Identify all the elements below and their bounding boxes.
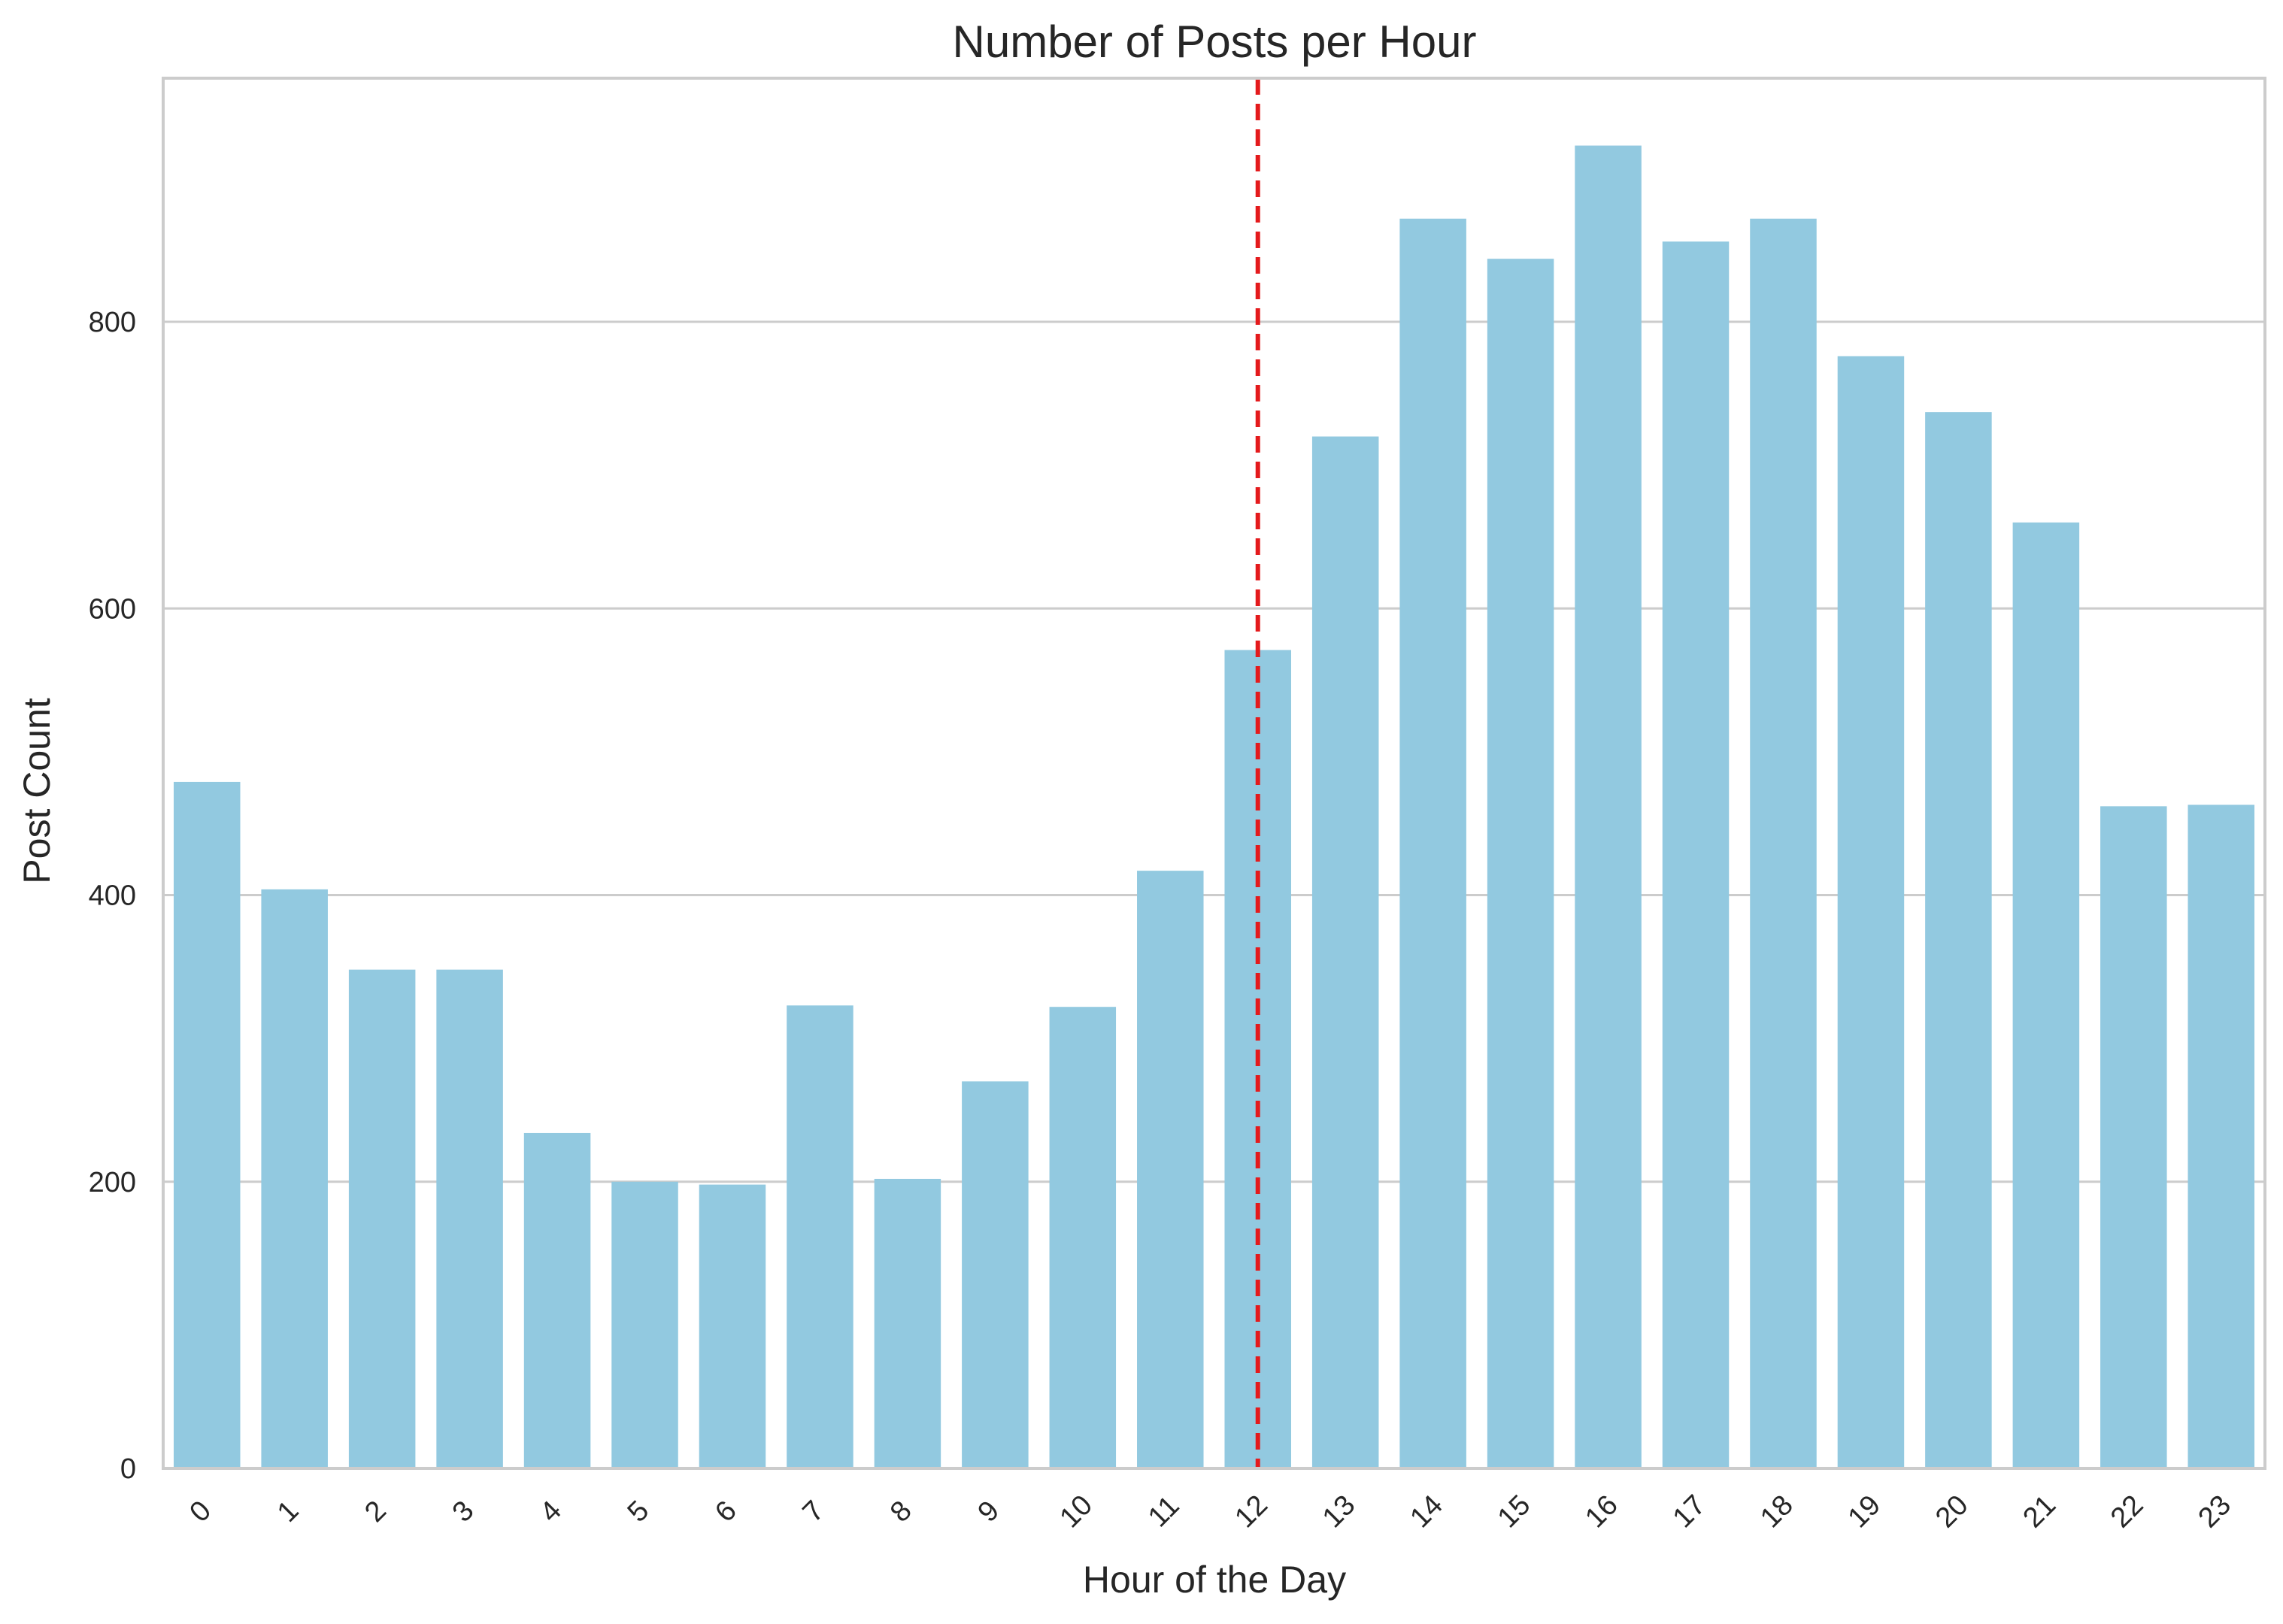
bar-16 — [1575, 145, 1642, 1469]
bar-1 — [261, 889, 328, 1468]
bar-11 — [1137, 871, 1204, 1468]
bar-10 — [1049, 1007, 1117, 1468]
bar-8 — [874, 1178, 941, 1468]
bar-22 — [2100, 806, 2167, 1468]
bar-4 — [523, 1132, 591, 1468]
bar-0 — [173, 781, 241, 1468]
bar-15 — [1487, 259, 1554, 1468]
y-tick-label: 400 — [89, 880, 136, 912]
y-tick-label: 600 — [89, 593, 136, 625]
y-axis-ticks: 0 200 400 600 800 — [89, 307, 136, 1485]
bar-13 — [1311, 436, 1379, 1468]
y-axis-label: Post Count — [16, 698, 58, 883]
bar-21 — [2012, 522, 2080, 1469]
y-tick-label: 0 — [120, 1453, 136, 1485]
bar-9 — [962, 1081, 1029, 1468]
bar-2 — [348, 969, 416, 1468]
bar-20 — [1925, 412, 1992, 1468]
bar-18 — [1750, 218, 1817, 1469]
bar-17 — [1662, 241, 1730, 1468]
x-axis-label: Hour of the Day — [1083, 1559, 1346, 1601]
bars — [173, 145, 2255, 1469]
y-tick-label: 800 — [89, 307, 136, 338]
chart-title: Number of Posts per Hour — [953, 17, 1477, 67]
bar-5 — [611, 1181, 678, 1468]
bar-23 — [2187, 804, 2255, 1468]
bar-14 — [1399, 218, 1466, 1469]
bar-6 — [699, 1184, 766, 1468]
y-tick-label: 200 — [89, 1167, 136, 1198]
bar-3 — [436, 969, 503, 1468]
bar-19 — [1837, 356, 1905, 1468]
bar-7 — [787, 1005, 853, 1468]
plot-frame — [162, 77, 2266, 1470]
